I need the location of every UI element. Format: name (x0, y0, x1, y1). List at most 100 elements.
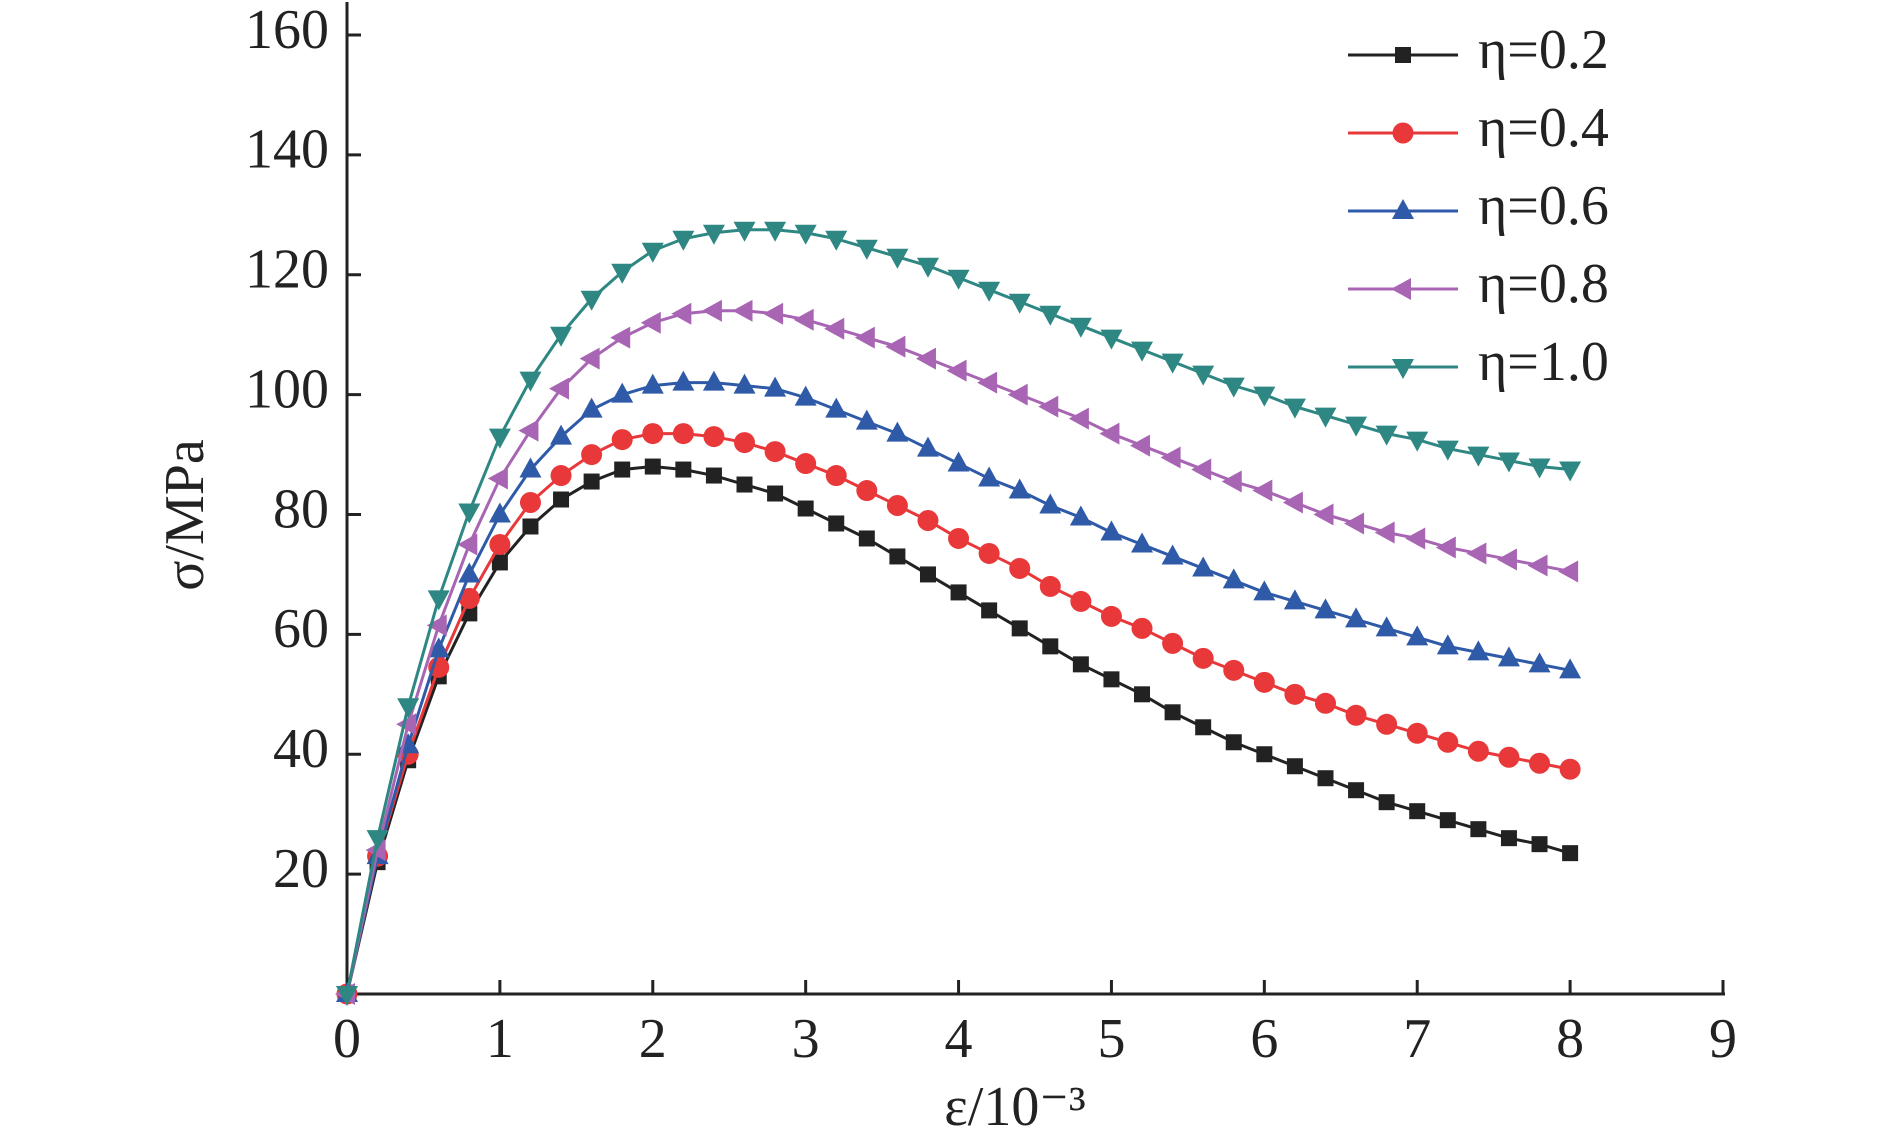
marker (858, 530, 875, 547)
marker (1253, 580, 1276, 601)
marker (1406, 431, 1429, 452)
marker (671, 302, 692, 325)
marker (981, 602, 998, 619)
marker (916, 257, 939, 278)
marker (1253, 671, 1275, 693)
y-tick-label: 20 (273, 838, 329, 900)
marker (1039, 305, 1062, 326)
marker (1164, 704, 1181, 721)
marker (1038, 395, 1059, 418)
marker (703, 426, 725, 448)
marker (491, 554, 508, 571)
marker (1162, 632, 1184, 654)
y-tick-label: 120 (245, 239, 329, 301)
marker (611, 429, 633, 451)
marker (1252, 479, 1273, 502)
legend-label: η=0.4 (1478, 97, 1609, 159)
marker (1283, 589, 1306, 610)
marker (1375, 616, 1398, 637)
marker (1559, 758, 1581, 780)
marker (736, 476, 753, 493)
marker (1467, 740, 1489, 762)
marker (886, 495, 908, 517)
marker (1100, 605, 1122, 627)
marker (1283, 398, 1306, 419)
marker (1374, 521, 1395, 544)
marker (1192, 365, 1215, 386)
marker (825, 230, 848, 251)
marker (1439, 812, 1456, 829)
marker (1161, 544, 1184, 565)
marker (580, 397, 603, 418)
legend-marker (1395, 47, 1411, 63)
marker (1160, 446, 1181, 469)
marker (1435, 536, 1456, 559)
y-tick-label: 160 (245, 0, 329, 61)
marker (1436, 440, 1459, 461)
marker (763, 302, 784, 325)
marker (1069, 505, 1092, 526)
marker (1042, 638, 1059, 655)
marker (1409, 803, 1426, 820)
marker (611, 263, 634, 284)
marker (885, 335, 906, 358)
marker (1161, 353, 1184, 374)
marker (1192, 556, 1215, 577)
marker (519, 492, 541, 514)
x-tick-label: 0 (333, 1008, 361, 1070)
marker (978, 281, 1001, 302)
marker (426, 614, 447, 637)
marker (488, 502, 511, 523)
marker (764, 376, 787, 397)
marker (1009, 557, 1031, 579)
marker (701, 299, 722, 322)
marker (1223, 659, 1245, 681)
marker (1345, 416, 1368, 437)
marker (889, 548, 906, 565)
marker (950, 584, 967, 601)
marker (1406, 625, 1429, 646)
marker (732, 299, 753, 322)
marker (1497, 646, 1520, 667)
marker (1314, 407, 1337, 428)
marker (672, 370, 695, 391)
x-tick-label: 6 (1250, 1008, 1278, 1070)
marker (764, 441, 786, 463)
marker (583, 473, 600, 490)
marker (1467, 640, 1490, 661)
marker (1348, 782, 1365, 799)
legend-marker (1392, 122, 1414, 144)
x-tick-label: 7 (1403, 1008, 1431, 1070)
marker (947, 269, 970, 290)
marker (1131, 617, 1153, 639)
legend-label: η=1.0 (1478, 331, 1609, 393)
marker (1282, 491, 1303, 514)
y-tick-label: 80 (273, 478, 329, 540)
marker (427, 637, 450, 658)
marker (917, 509, 939, 531)
marker (458, 587, 480, 609)
marker (705, 467, 722, 484)
legend-marker (1392, 359, 1414, 379)
series-line (345, 228, 1571, 995)
y-tick-label: 40 (273, 718, 329, 780)
marker (854, 326, 875, 349)
marker (522, 518, 539, 535)
marker (733, 221, 756, 242)
y-tick-label: 100 (245, 358, 329, 420)
marker (611, 382, 634, 403)
marker (1195, 719, 1212, 736)
marker (1191, 458, 1212, 481)
x-tick-label: 3 (792, 1008, 820, 1070)
marker (1436, 634, 1459, 655)
marker (1039, 575, 1061, 597)
marker (610, 326, 631, 349)
marker (1559, 658, 1582, 679)
marker (1345, 607, 1368, 628)
marker (519, 371, 542, 392)
marker (1192, 647, 1214, 669)
marker (948, 527, 970, 549)
marker (579, 347, 600, 370)
